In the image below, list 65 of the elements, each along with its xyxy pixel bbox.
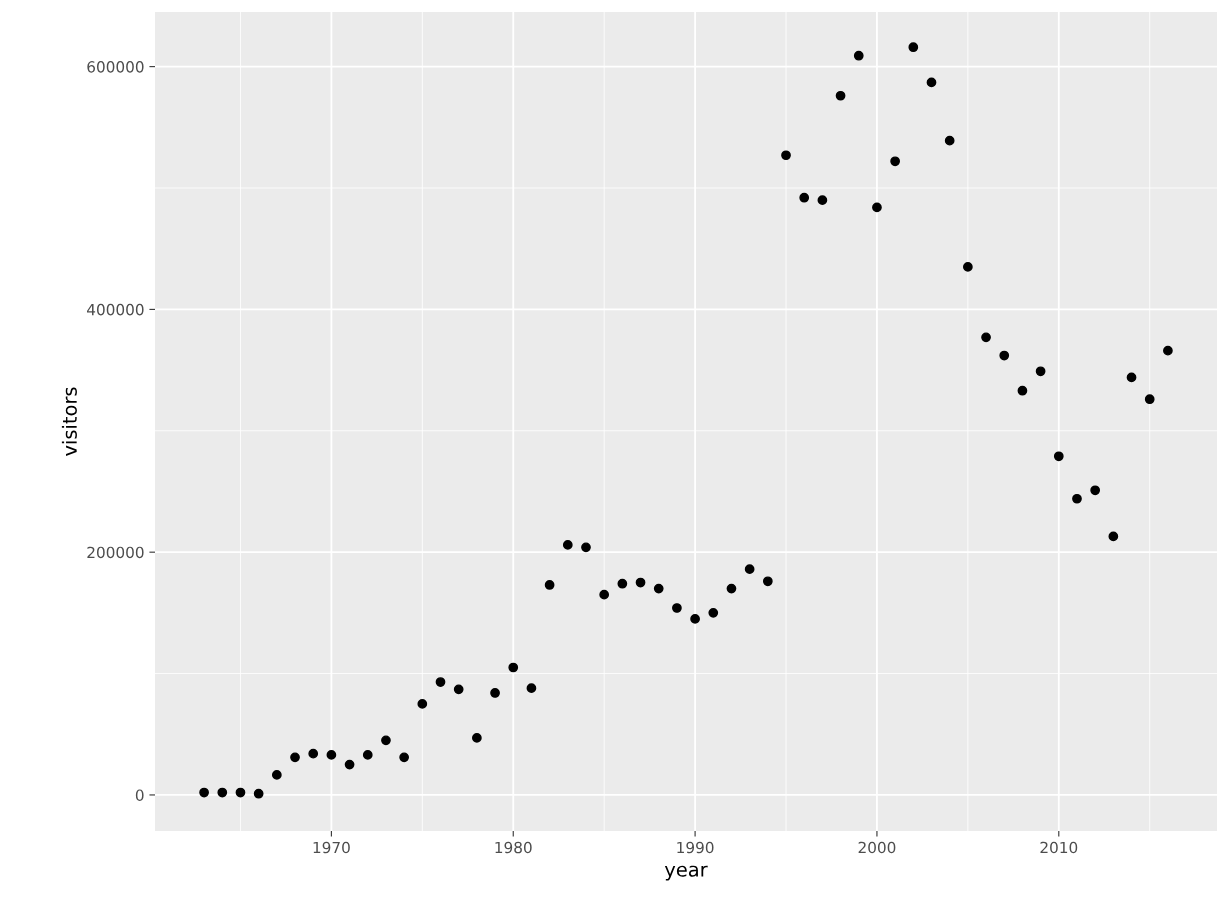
point [890, 156, 900, 167]
point [926, 77, 937, 88]
y-tick-label: 600000 [87, 61, 144, 73]
point [490, 688, 500, 698]
point [744, 564, 755, 575]
point [1144, 394, 1155, 405]
point [1017, 385, 1028, 396]
point [1035, 366, 1046, 377]
point [835, 90, 846, 101]
point [453, 684, 464, 695]
point [762, 576, 773, 587]
point [944, 135, 955, 146]
point [508, 662, 519, 673]
point [908, 42, 919, 53]
point [290, 752, 300, 763]
point [1126, 372, 1137, 383]
point [1072, 493, 1082, 504]
point [362, 750, 373, 760]
point [617, 578, 628, 589]
point [799, 192, 810, 203]
point [981, 332, 991, 343]
point [544, 580, 555, 590]
point [562, 540, 573, 550]
point [1108, 531, 1119, 542]
y-tick-label: 400000 [87, 303, 144, 316]
point [853, 50, 864, 61]
x-axis-title: year [664, 865, 708, 881]
y-tick-label: 0 [135, 789, 144, 801]
point [199, 787, 209, 798]
point [690, 614, 700, 624]
point [781, 150, 791, 161]
point [435, 677, 446, 687]
point [963, 262, 973, 272]
point [271, 770, 282, 780]
point [672, 603, 682, 613]
x-tick-label: 1980 [495, 841, 532, 854]
point [708, 608, 719, 618]
point [217, 787, 228, 798]
x-tick-label: 2010 [1040, 841, 1078, 854]
point [726, 583, 737, 594]
point [1090, 485, 1101, 496]
point [344, 759, 355, 770]
x-tick-label: 1970 [313, 841, 350, 854]
point [381, 735, 391, 746]
x-tick-label: 1990 [677, 841, 714, 854]
point [999, 350, 1010, 361]
point [817, 195, 828, 206]
point [1163, 345, 1173, 356]
point [872, 202, 882, 213]
point [326, 750, 337, 760]
point [581, 542, 591, 553]
point [472, 733, 482, 743]
point [653, 583, 664, 594]
point [399, 752, 409, 763]
point [308, 748, 319, 759]
y-tick-label: 200000 [87, 546, 144, 559]
point [235, 787, 246, 798]
point [635, 577, 646, 588]
point [1053, 451, 1064, 462]
point [526, 683, 537, 693]
y-axis-title: visitors [61, 387, 77, 456]
point [417, 699, 428, 709]
x-tick-label: 2000 [858, 841, 896, 854]
point [253, 788, 264, 799]
point [599, 589, 610, 600]
